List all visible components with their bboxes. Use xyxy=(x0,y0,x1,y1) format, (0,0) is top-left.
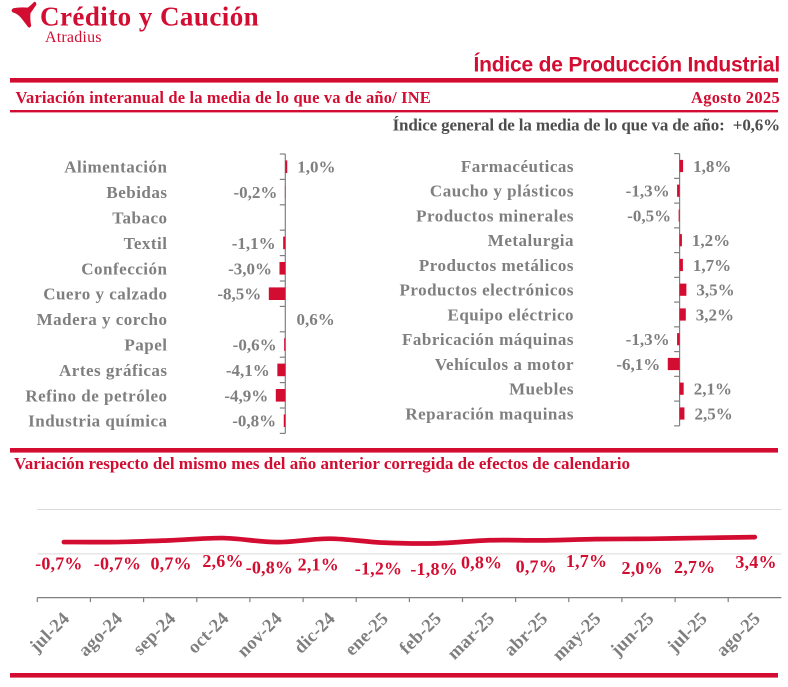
svg-text:Textil: Textil xyxy=(124,234,168,253)
svg-text:0,7%: 0,7% xyxy=(516,557,557,577)
svg-text:oct-24: oct-24 xyxy=(184,609,233,658)
svg-text:-1,3%: -1,3% xyxy=(626,182,670,201)
svg-text:Índice general de la media de: Índice general de la media de lo que va … xyxy=(393,116,780,135)
svg-text:Fabricación máquinas: Fabricación máquinas xyxy=(402,330,574,349)
svg-text:nov-24: nov-24 xyxy=(234,609,287,662)
svg-text:jun-25: jun-25 xyxy=(606,609,658,661)
svg-text:Equipo eléctrico: Equipo eléctrico xyxy=(447,305,574,324)
svg-text:3,4%: 3,4% xyxy=(735,552,776,572)
svg-text:-6,1%: -6,1% xyxy=(616,355,660,374)
svg-text:-0,8%: -0,8% xyxy=(246,558,294,578)
svg-text:dic-24: dic-24 xyxy=(290,609,339,658)
svg-text:Crédito y Caución: Crédito y Caución xyxy=(40,2,259,32)
svg-text:Confección: Confección xyxy=(81,259,167,278)
svg-text:1,7%: 1,7% xyxy=(566,551,607,571)
svg-text:feb-25: feb-25 xyxy=(396,609,446,659)
svg-text:Vehículos a motor: Vehículos a motor xyxy=(435,355,574,374)
svg-text:jul-24: jul-24 xyxy=(26,609,74,657)
svg-text:Muebles: Muebles xyxy=(509,380,574,399)
svg-text:-1,8%: -1,8% xyxy=(410,559,458,579)
svg-text:Índice de Producción Industria: Índice de Producción Industrial xyxy=(473,54,780,77)
svg-text:2,1%: 2,1% xyxy=(694,380,732,399)
svg-text:Alimentación: Alimentación xyxy=(64,158,167,177)
svg-text:0,7%: 0,7% xyxy=(150,553,191,573)
svg-text:Farmacéuticas: Farmacéuticas xyxy=(461,157,574,176)
svg-text:Reparación maquinas: Reparación maquinas xyxy=(405,404,574,423)
svg-text:Bebidas: Bebidas xyxy=(106,183,167,202)
svg-text:Productos electrónicos: Productos electrónicos xyxy=(399,281,574,300)
svg-text:1,8%: 1,8% xyxy=(693,157,731,176)
svg-text:abr-25: abr-25 xyxy=(501,609,553,661)
svg-text:0,8%: 0,8% xyxy=(461,553,502,573)
svg-text:Tabaco: Tabaco xyxy=(112,209,167,228)
svg-text:-0,2%: -0,2% xyxy=(233,183,277,202)
svg-text:Agosto 2025: Agosto 2025 xyxy=(691,88,780,107)
svg-text:-1,1%: -1,1% xyxy=(232,234,276,253)
svg-text:-3,0%: -3,0% xyxy=(228,259,272,278)
svg-text:Caucho y plásticos: Caucho y plásticos xyxy=(430,182,574,201)
svg-text:1,2%: 1,2% xyxy=(692,231,730,250)
svg-text:may-25: may-25 xyxy=(549,609,605,665)
svg-text:ago-24: ago-24 xyxy=(75,609,127,661)
svg-text:2,5%: 2,5% xyxy=(695,404,733,423)
svg-text:Variación respecto del mismo m: Variación respecto del mismo mes del año… xyxy=(14,454,630,473)
svg-text:-1,3%: -1,3% xyxy=(626,330,670,349)
svg-text:-8,5%: -8,5% xyxy=(217,285,261,304)
svg-text:2,7%: 2,7% xyxy=(674,557,715,577)
svg-text:-0,8%: -0,8% xyxy=(232,412,276,431)
svg-text:jul-25: jul-25 xyxy=(663,609,711,657)
svg-text:-4,1%: -4,1% xyxy=(226,361,270,380)
svg-text:Artes gráficas: Artes gráficas xyxy=(59,361,168,380)
svg-text:Variación interanual de la med: Variación interanual de la media de lo q… xyxy=(16,88,431,107)
svg-text:Madera y corcho: Madera y corcho xyxy=(37,310,168,329)
svg-text:Atradius: Atradius xyxy=(45,29,102,46)
svg-text:2,6%: 2,6% xyxy=(202,551,243,571)
svg-text:2,1%: 2,1% xyxy=(298,555,339,575)
svg-text:ago-25: ago-25 xyxy=(713,609,765,661)
svg-text:-0,6%: -0,6% xyxy=(233,336,277,355)
svg-text:2,0%: 2,0% xyxy=(622,558,663,578)
svg-text:1,7%: 1,7% xyxy=(693,256,731,275)
svg-text:Industria química: Industria química xyxy=(28,412,167,431)
svg-text:3,5%: 3,5% xyxy=(696,281,734,300)
svg-text:Productos minerales: Productos minerales xyxy=(416,206,574,225)
svg-text:ene-25: ene-25 xyxy=(342,609,393,660)
svg-text:Papel: Papel xyxy=(124,336,167,355)
svg-text:Refino de petróleo: Refino de petróleo xyxy=(25,386,167,405)
svg-text:3,2%: 3,2% xyxy=(696,305,734,324)
svg-text:-0,5%: -0,5% xyxy=(627,206,671,225)
svg-text:-0,7%: -0,7% xyxy=(94,554,142,574)
svg-text:Productos metálicos: Productos metálicos xyxy=(419,256,574,275)
svg-text:-1,2%: -1,2% xyxy=(355,559,403,579)
svg-text:1,0%: 1,0% xyxy=(297,158,335,177)
svg-text:sep-24: sep-24 xyxy=(130,609,181,660)
svg-text:mar-25: mar-25 xyxy=(444,609,499,664)
svg-text:0,6%: 0,6% xyxy=(297,310,335,329)
svg-text:-4,9%: -4,9% xyxy=(224,386,268,405)
svg-text:-0,7%: -0,7% xyxy=(35,554,83,574)
svg-text:Metalurgia: Metalurgia xyxy=(488,231,574,250)
svg-text:Cuero y calzado: Cuero y calzado xyxy=(43,285,167,304)
